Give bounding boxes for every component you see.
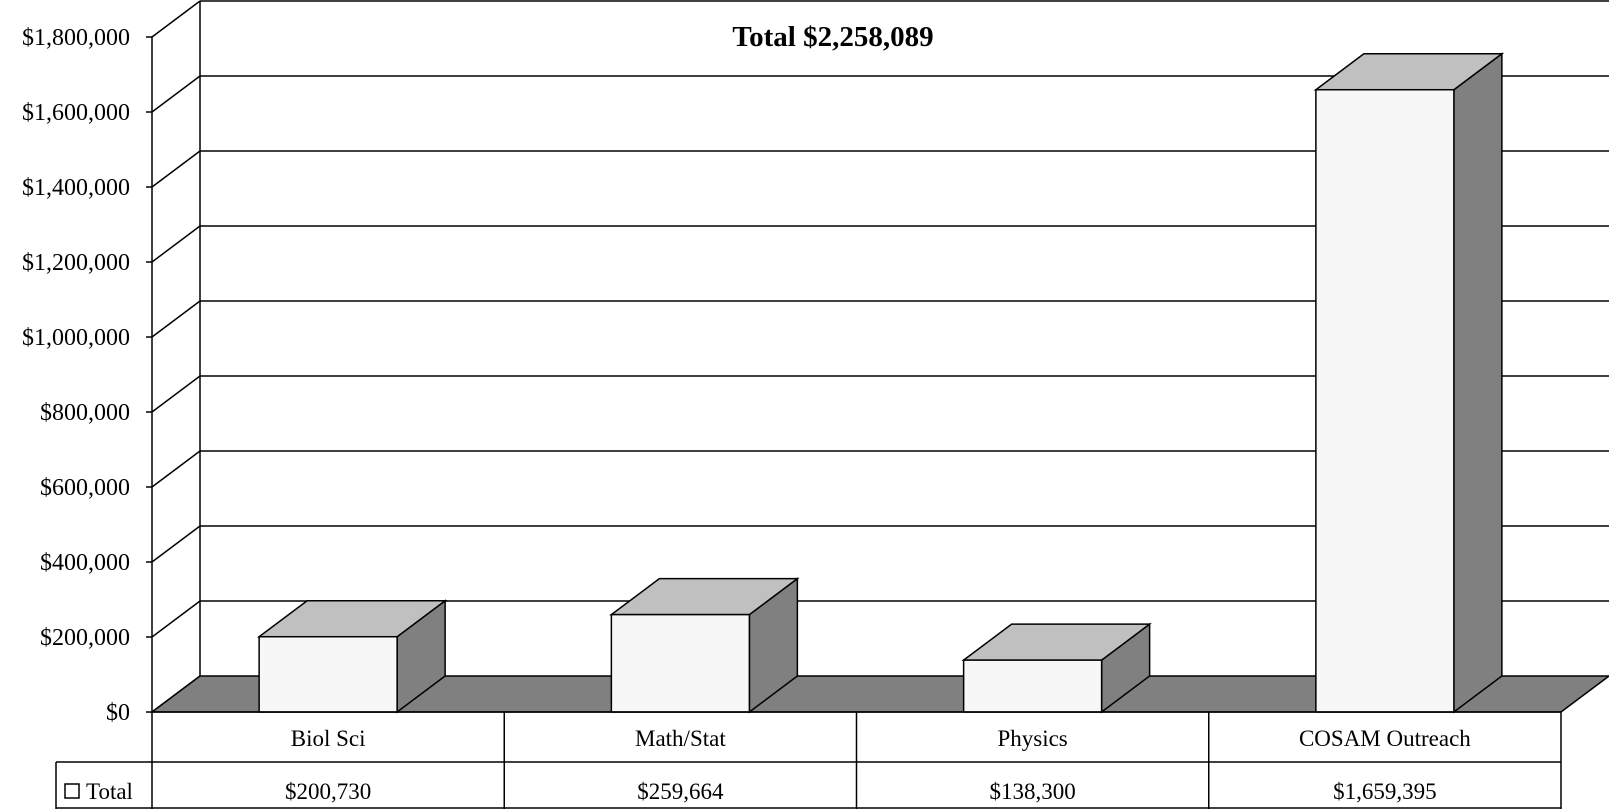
data-label: $1,659,395 [1333,779,1437,804]
data-table: Biol Sci $200,730 Math/Stat $259,664 Physics… [55,711,1562,809]
gridline-diagonal [151,150,201,188]
bar-side [1453,52,1503,714]
category-label: Physics [997,726,1067,751]
gridline-diagonal [151,225,201,263]
gridline-diagonal [151,375,201,413]
bar-front [1315,88,1455,713]
data-label: $138,300 [990,779,1076,804]
category-label: Math/Stat [635,726,726,751]
gridline-diagonal [151,600,201,638]
y-tick-label: $0 [106,700,130,726]
bar-3 [1313,52,1505,714]
data-label: $259,664 [637,779,724,804]
y-tick-label: $1,400,000 [22,175,130,201]
bar-front [610,613,751,713]
gridline-diagonal [151,0,201,38]
bar-front [962,659,1103,713]
y-tick-label: $1,800,000 [22,25,130,51]
legend-label: Total [86,779,133,804]
category-label: COSAM Outreach [1299,726,1471,751]
y-tick-label: $800,000 [40,400,130,426]
category-label: Biol Sci [291,726,366,751]
gridline-diagonal [151,75,201,113]
legend-key [64,783,80,799]
bar-front [258,635,398,713]
y-tick-label: $1,000,000 [22,325,130,351]
data-label: $200,730 [285,779,371,804]
chart-title: Total $2,258,089 [732,21,933,53]
bar-1 [609,577,800,714]
bar-0 [256,599,448,714]
y-tick-label: $1,600,000 [22,100,130,126]
bars [256,52,1505,714]
y-tick-label: $1,200,000 [22,250,130,276]
y-axis: $0 $200,000 $400,000 $600,000 $800,000 $1,000… [22,25,153,726]
gridline-diagonal [151,450,201,488]
bar-2 [961,622,1152,714]
y-tick-label: $200,000 [40,625,130,651]
gridline-diagonal [151,525,201,563]
gridline-diagonal [151,300,201,338]
y-tick-label: $400,000 [40,550,130,576]
y-tick-label: $600,000 [40,475,130,501]
